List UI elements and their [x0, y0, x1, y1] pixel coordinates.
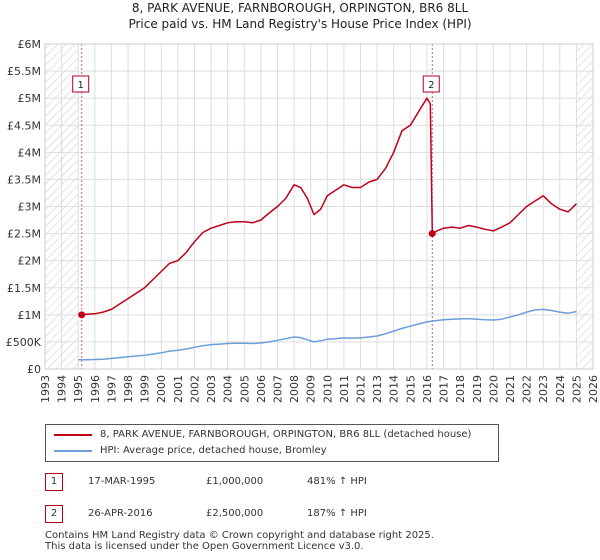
x-tick-label: 1994: [56, 375, 69, 403]
legend-swatch-hpi: [54, 450, 92, 452]
x-tick-label: 2022: [521, 375, 534, 403]
y-tick-label: £6M: [18, 38, 42, 51]
x-tick-label: 2015: [404, 375, 417, 403]
sale-marker-box: [72, 75, 90, 93]
sale-point: [78, 311, 86, 319]
sale-marker-box: [422, 75, 440, 93]
x-tick-label: 2004: [222, 375, 235, 403]
x-tick-label: 2003: [205, 375, 218, 403]
x-tick-label: 2020: [487, 375, 500, 403]
chart-subtitle: Price paid vs. HM Land Registry's House …: [128, 17, 472, 31]
sale-date: 26-APR-2016: [88, 508, 153, 519]
x-tick-label: 2008: [288, 375, 301, 403]
x-tick-label: 2002: [188, 375, 201, 403]
x-tick-label: 2016: [421, 375, 434, 403]
footer-copyright: Contains HM Land Registry data © Crown c…: [45, 530, 434, 541]
x-tick-label: 2009: [305, 375, 318, 403]
legend-swatch-property: [54, 434, 92, 436]
x-tick-label: 2019: [471, 375, 484, 403]
sale-price: £1,000,000: [206, 476, 264, 487]
y-tick-label: £2M: [18, 255, 42, 268]
sale-price: £2,500,000: [206, 508, 264, 519]
x-tick-label: 2005: [238, 375, 251, 403]
hpi-line: [78, 308, 577, 361]
sale-marker-label: 2: [428, 80, 434, 91]
x-tick-label: 2012: [355, 375, 368, 403]
x-tick-label: 2000: [155, 375, 168, 403]
sale-point: [428, 230, 436, 238]
sale-date: 17-MAR-1995: [88, 476, 156, 487]
x-tick-label: 2014: [388, 375, 401, 403]
x-tick-label: 1995: [72, 375, 85, 403]
legend-label-property: 8, PARK AVENUE, FARNBOROUGH, ORPINGTON, …: [100, 429, 472, 440]
x-tick-label: 2025: [570, 375, 583, 403]
y-tick-label: £500K: [6, 336, 42, 349]
y-tick-label: £5.5M: [7, 65, 41, 78]
sale-number: 1: [45, 473, 63, 491]
y-tick-label: £2.5M: [7, 228, 41, 241]
x-tick-label: 2001: [172, 375, 185, 403]
x-tick-label: 2021: [504, 375, 517, 403]
y-tick-label: £5M: [18, 92, 42, 105]
legend: 8, PARK AVENUE, FARNBOROUGH, ORPINGTON, …: [45, 424, 499, 462]
y-tick-label: £0: [27, 363, 41, 376]
plot-frame: [44, 43, 594, 370]
x-tick-label: 1998: [122, 375, 135, 403]
price-chart: 1 2 £0 £500K £1M £1.5M £2M £2.5M £3M £3.5M £4M £4.…: [6, 38, 600, 403]
x-tick-label: 2018: [454, 375, 467, 403]
footer-licence: This data is licensed under the Open Gov…: [45, 541, 364, 552]
x-tick-label: 2006: [255, 375, 268, 403]
x-tick-label: 1996: [89, 375, 102, 403]
sale-row: 1 17-MAR-1995 £1,000,000 481% ↑ HPI: [45, 473, 545, 491]
footer: Contains HM Land Registry data © Crown c…: [45, 530, 434, 552]
y-tick-label: £3.5M: [7, 173, 41, 186]
chart-title: 8, PARK AVENUE, FARNBOROUGH, ORPINGTON, …: [131, 1, 469, 15]
y-tick-label: £4M: [18, 146, 42, 159]
x-tick-label: 1997: [105, 375, 118, 403]
legend-label-hpi: HPI: Average price, detached house, Brom…: [100, 445, 327, 456]
x-tick-label: 2026: [587, 375, 600, 403]
x-tick-label: 2007: [271, 375, 284, 403]
sale-hpi-change: 187% ↑ HPI: [307, 508, 367, 519]
sale-row: 2 26-APR-2016 £2,500,000 187% ↑ HPI: [45, 505, 545, 523]
property-price-line: [81, 97, 577, 316]
y-tick-label: £3M: [18, 201, 42, 214]
sale-marker-label: 1: [78, 80, 84, 91]
x-tick-label: 2024: [554, 375, 567, 403]
x-tick-label: 2023: [537, 375, 550, 403]
sale-number: 2: [45, 505, 63, 523]
x-tick-label: 2010: [321, 375, 334, 403]
sale-hpi-change: 481% ↑ HPI: [307, 476, 367, 487]
y-tick-label: £4.5M: [7, 119, 41, 132]
y-tick-label: £1.5M: [7, 282, 41, 295]
x-tick-label: 2011: [338, 375, 351, 403]
y-tick-label: £1M: [18, 309, 42, 322]
x-tick-label: 1993: [39, 375, 52, 403]
x-tick-label: 2017: [438, 375, 451, 403]
x-tick-label: 1999: [139, 375, 152, 403]
x-tick-label: 2013: [371, 375, 384, 403]
